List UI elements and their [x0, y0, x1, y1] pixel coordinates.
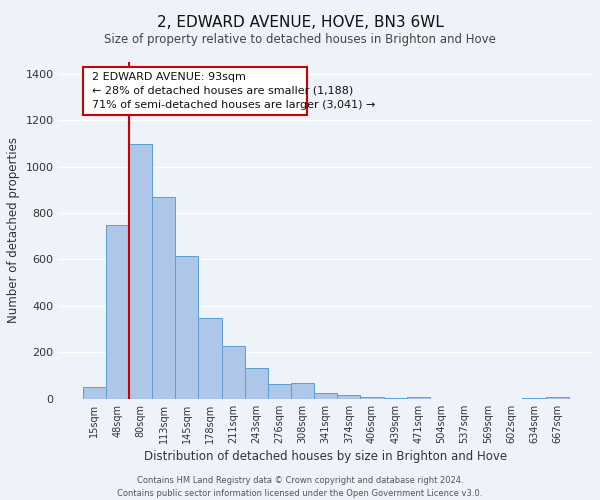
Y-axis label: Number of detached properties: Number of detached properties	[7, 138, 20, 324]
Bar	[268, 384, 291, 399]
Text: 2, EDWARD AVENUE, HOVE, BN3 6WL: 2, EDWARD AVENUE, HOVE, BN3 6WL	[157, 15, 443, 30]
Bar	[314, 393, 337, 399]
Text: Size of property relative to detached houses in Brighton and Hove: Size of property relative to detached ho…	[104, 32, 496, 46]
Text: Contains HM Land Registry data © Crown copyright and database right 2024.
Contai: Contains HM Land Registry data © Crown c…	[118, 476, 482, 498]
X-axis label: Distribution of detached houses by size in Brighton and Hove: Distribution of detached houses by size …	[144, 450, 508, 463]
Bar	[175, 256, 199, 399]
Bar	[152, 196, 175, 399]
Bar	[221, 346, 245, 399]
Bar	[383, 398, 407, 399]
Bar	[106, 224, 129, 399]
Bar	[407, 397, 430, 399]
Bar	[83, 388, 106, 399]
Text: 2 EDWARD AVENUE: 93sqm
← 28% of detached houses are smaller (1,188)
71% of semi-: 2 EDWARD AVENUE: 93sqm ← 28% of detached…	[92, 72, 375, 110]
Bar	[545, 396, 569, 399]
Bar	[199, 318, 221, 399]
Bar	[245, 368, 268, 399]
Bar	[361, 397, 383, 399]
Bar	[523, 398, 545, 399]
Bar	[129, 144, 152, 399]
Bar	[291, 382, 314, 399]
Bar	[337, 394, 361, 399]
